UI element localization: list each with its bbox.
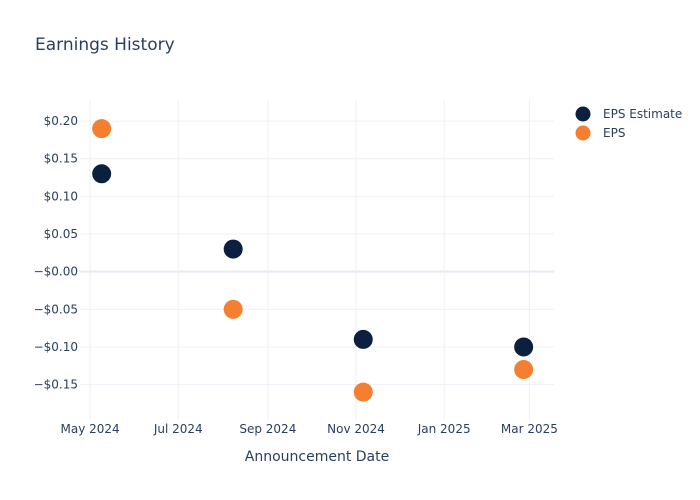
x-tick-label: Sep 2024 <box>239 422 296 436</box>
y-tick-label: $0.20 <box>44 114 78 128</box>
x-tick-label: Nov 2024 <box>327 422 385 436</box>
eps-point[interactable] <box>223 299 243 319</box>
eps-point[interactable] <box>92 119 112 139</box>
legend-marker <box>575 106 591 122</box>
x-tick-label: Jul 2024 <box>153 422 203 436</box>
legend-item[interactable]: EPS Estimate <box>575 106 683 122</box>
eps-estimate-point[interactable] <box>223 239 243 259</box>
data-points <box>92 119 534 402</box>
legend[interactable]: EPS Estimate EPS <box>575 106 683 141</box>
y-tick-label: −$0.05 <box>34 302 78 316</box>
x-tick-label: Jan 2025 <box>417 422 471 436</box>
y-tick-label: −$0.10 <box>34 340 78 354</box>
legend-label: EPS Estimate <box>603 107 682 121</box>
x-tick-label: May 2024 <box>61 422 120 436</box>
y-tick-label: $0.10 <box>44 189 78 203</box>
y-tick-label: $0.05 <box>44 227 78 241</box>
y-tick-label: $0.15 <box>44 152 78 166</box>
legend-item[interactable]: EPS <box>575 125 626 141</box>
y-tick-label: −$0.15 <box>34 378 78 392</box>
eps-estimate-point[interactable] <box>353 329 373 349</box>
x-tick-label: Mar 2025 <box>501 422 558 436</box>
legend-marker <box>575 125 591 141</box>
eps-point[interactable] <box>514 360 534 380</box>
eps-point[interactable] <box>353 382 373 402</box>
x-axis-title: Announcement Date <box>245 449 389 465</box>
y-axis-ticks: $0.20 $0.15 $0.10 $0.05 −$0.00 −$0.05 −$0.10 −$… <box>34 114 78 392</box>
eps-estimate-point[interactable] <box>514 337 534 357</box>
x-axis-ticks: May 2024 Jul 2024 Sep 2024 Nov 2024 Jan 2025… <box>61 422 558 436</box>
grid <box>80 100 554 420</box>
eps-estimate-point[interactable] <box>92 164 112 184</box>
y-tick-label: −$0.00 <box>34 265 78 279</box>
chart-title: Earnings History <box>35 35 175 55</box>
legend-label: EPS <box>603 126 625 140</box>
